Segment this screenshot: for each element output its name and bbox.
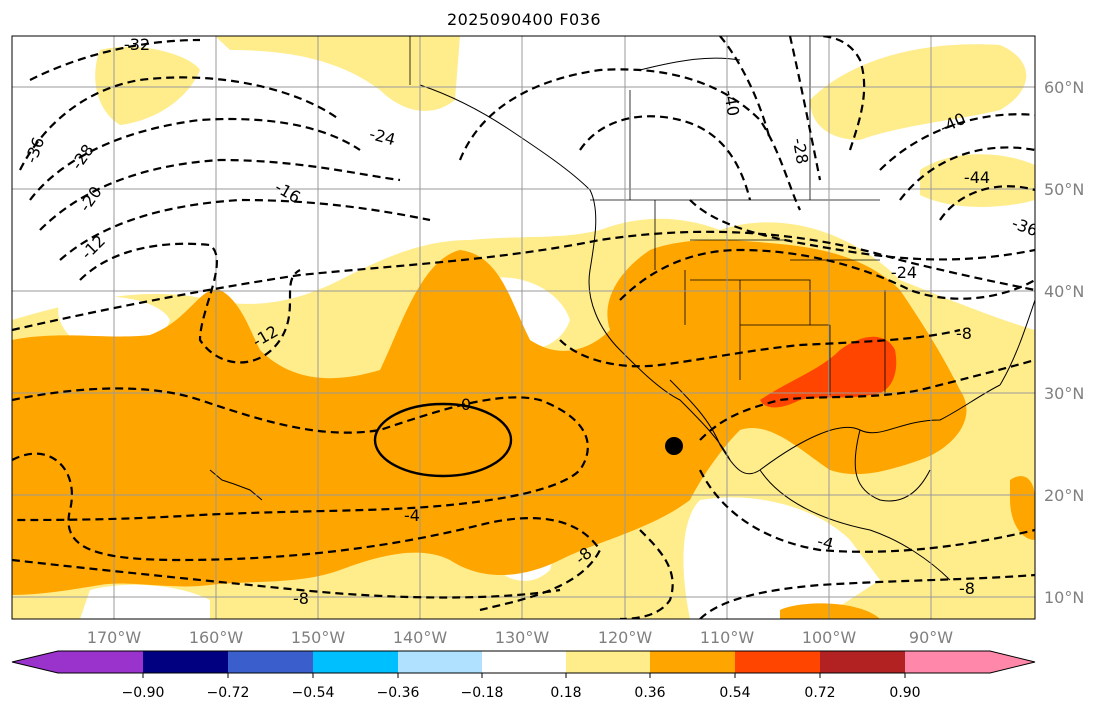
colorbar-tick-label: −0.54 [292, 685, 335, 701]
colorbar-tick-label: 0.72 [804, 685, 835, 701]
colorbar-tick-label: 0.36 [634, 685, 665, 701]
contour-label: -40 [720, 89, 743, 118]
colorbar-segment [735, 651, 820, 673]
lon-label: 90°W [909, 628, 953, 647]
gridlines [12, 36, 1035, 619]
map-frame [11, 35, 1036, 620]
contour-label: -8 [956, 324, 972, 343]
colorbar-segment [12, 651, 58, 673]
lon-label: 100°W [802, 628, 857, 647]
contour-label: -8 [959, 579, 975, 598]
longitude-labels: 170°W 160°W 150°W 140°W 130°W 120°W 110°… [87, 628, 953, 647]
colorbar-segment [228, 651, 313, 673]
lon-label: 110°W [700, 628, 755, 647]
colorbar-tick-label: −0.18 [461, 685, 504, 701]
dashed-contours [12, 36, 1035, 619]
contour-label: -44 [964, 168, 990, 187]
lat-label: 30°N [1044, 384, 1084, 403]
lon-label: 170°W [87, 628, 142, 647]
colorbar-outline [11, 650, 1036, 674]
colorbar-tick-label: 0.18 [550, 685, 581, 701]
colorbar-segment [482, 651, 566, 673]
colorbar-segment [143, 651, 228, 673]
contour-label: -4 [404, 506, 420, 525]
map-title: 2025090400 F036 [446, 10, 602, 29]
colorbar-segment [905, 651, 990, 673]
colorbar-segment [398, 651, 482, 673]
contour-label: -24 [891, 263, 917, 282]
lon-label: 130°W [495, 628, 550, 647]
latitude-labels: 60°N 50°N 40°N 30°N 20°N 10°N [1044, 78, 1084, 607]
shading-red-orange [760, 336, 897, 408]
state-borders [409, 36, 886, 395]
lon-label: 150°W [291, 628, 346, 647]
lat-label: 50°N [1044, 180, 1084, 199]
lat-label: 60°N [1044, 78, 1084, 97]
lon-label: 160°W [189, 628, 244, 647]
contour-label: -28 [789, 137, 812, 166]
solid-contour [373, 402, 513, 478]
colorbar: −0.90 −0.72 −0.54 −0.36 −0.18 0.18 0.36 … [11, 650, 1036, 701]
lat-label: 40°N [1044, 282, 1084, 301]
colorbar-tick-label: −0.72 [207, 685, 250, 701]
lat-label: 20°N [1044, 486, 1084, 505]
colorbar-segment [313, 651, 398, 673]
contour-label: -8 [293, 589, 309, 608]
location-marker [665, 437, 683, 455]
contour-label: -32 [124, 35, 150, 54]
colorbar-tick-label: 0.90 [889, 685, 920, 701]
coastlines [209, 57, 1035, 581]
contour-label: -4 [815, 531, 835, 553]
colorbar-tick-label: −0.90 [122, 685, 165, 701]
colorbar-segment [820, 651, 905, 673]
lat-label: 10°N [1044, 588, 1084, 607]
lon-label: 140°W [393, 628, 448, 647]
colorbar-tick-label: −0.36 [377, 685, 420, 701]
colorbar-segment [650, 651, 735, 673]
map-area: -32 -36 -28 -20 -12 -24 -16 -12 -40 -28 … [12, 35, 1035, 619]
lon-label: 120°W [598, 628, 653, 647]
colorbar-segment [566, 651, 650, 673]
colorbar-tick-label: 0.54 [719, 685, 750, 701]
shading-orange [12, 240, 1035, 619]
colorbar-segment [58, 651, 143, 673]
colorbar-segment [990, 651, 1035, 673]
contour-label: 0 [461, 395, 471, 414]
